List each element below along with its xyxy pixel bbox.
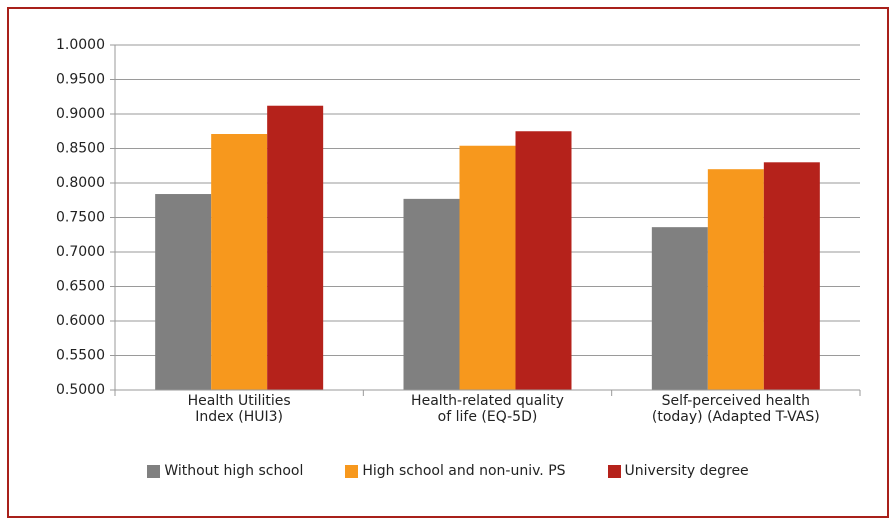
y-tick-label: 0.7000	[56, 244, 105, 260]
y-tick-label: 0.8000	[56, 175, 105, 191]
y-tick-label: 0.9000	[56, 106, 105, 122]
bar	[211, 134, 268, 390]
legend-label: High school and non-univ. PS	[362, 463, 566, 479]
bar	[459, 145, 516, 390]
legend: Without high school High school and non-u…	[0, 463, 896, 479]
x-tick-label: Health Utilities Index (HUI3)	[187, 393, 291, 425]
y-tick-label: 0.6500	[56, 279, 105, 295]
y-tick-label: 0.8500	[56, 141, 105, 157]
bar	[267, 105, 324, 390]
y-tick-label: 0.9500	[56, 72, 105, 88]
bar	[515, 131, 572, 390]
y-tick-label: 0.6000	[56, 313, 105, 329]
legend-swatch	[345, 464, 359, 478]
legend-swatch	[147, 464, 161, 478]
bar	[403, 198, 460, 390]
y-tick-label: 1.0000	[56, 37, 105, 53]
bar	[707, 169, 764, 390]
legend-label: University degree	[624, 463, 749, 479]
y-tick-label: 0.7500	[56, 210, 105, 226]
bar	[763, 162, 820, 390]
x-tick-label: Health-related quality of life (EQ-5D)	[411, 393, 564, 425]
legend-item: Without high school	[147, 463, 303, 479]
legend-swatch	[607, 464, 621, 478]
legend-item: University degree	[607, 463, 749, 479]
legend-item: High school and non-univ. PS	[345, 463, 566, 479]
x-tick-label: Self-perceived health (today) (Adapted T…	[651, 393, 820, 425]
legend-label: Without high school	[164, 463, 304, 479]
y-tick-label: 0.5000	[56, 382, 105, 398]
bar	[651, 227, 708, 390]
bar	[155, 194, 212, 390]
y-tick-label: 0.5500	[56, 348, 105, 364]
